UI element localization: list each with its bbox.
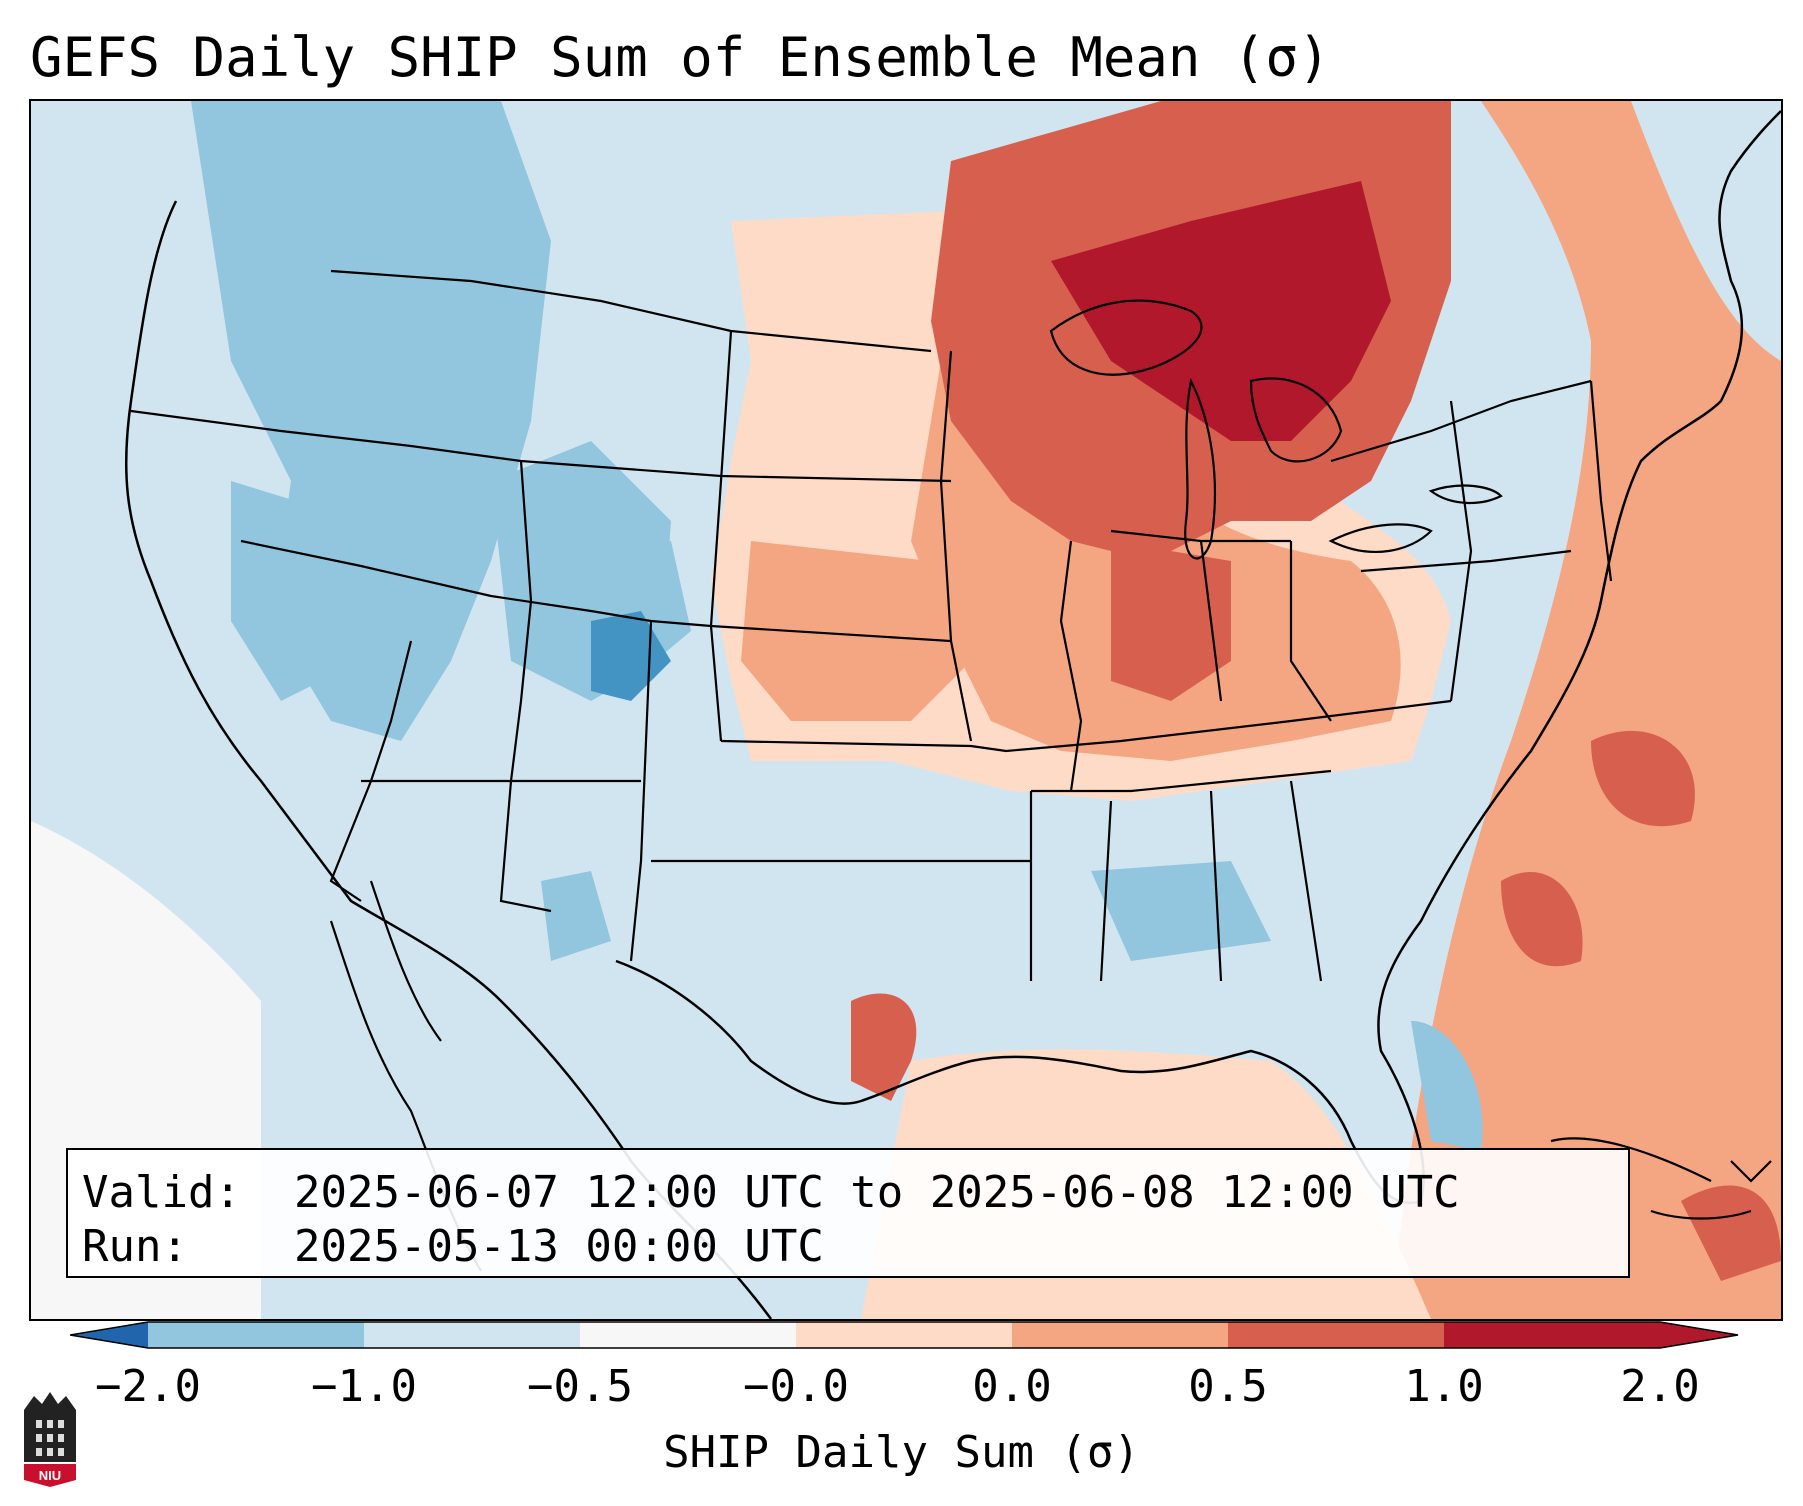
atlantic-warm-pocket-2 (1591, 730, 1695, 827)
run-row: Run: 2025-05-13 00:00 UTC (82, 1220, 1614, 1274)
colorbar-tick-label: −1.0 (311, 1361, 417, 1412)
deep-south-cool-patch (1091, 861, 1271, 961)
colorbar-bin (1012, 1322, 1228, 1348)
colorbar-bin (1444, 1322, 1660, 1348)
colorbar-outline (70, 1321, 1739, 1349)
central-plains-warm-anomaly (741, 541, 971, 721)
chart-title: GEFS Daily SHIP Sum of Ensemble Mean (σ) (30, 26, 1331, 89)
logo-text: NIU (39, 1468, 61, 1483)
colorbar-label: SHIP Daily Sum (σ) (663, 1427, 1140, 1478)
colorbar-tick-label: 2.0 (1620, 1361, 1700, 1412)
colorbar-tick-label: 0.5 (1188, 1361, 1268, 1412)
pacific-coastline (124, 200, 773, 1319)
anomaly-map (31, 101, 1781, 1319)
niu-logo: NIU (24, 1392, 76, 1487)
state-borders (130, 269, 1613, 982)
colorbar-tick-label: −2.0 (95, 1361, 201, 1412)
colorbar-bin (1228, 1322, 1444, 1348)
valid-label: Valid: (82, 1167, 241, 1218)
colorbar-tick-label: 0.0 (972, 1361, 1052, 1412)
colorbar-extend-low (70, 1322, 148, 1348)
valid-run-info-box: Valid: 2025-06-07 12:00 UTC to 2025-06-0… (66, 1148, 1630, 1278)
valid-row: Valid: 2025-06-07 12:00 UTC to 2025-06-0… (82, 1166, 1614, 1220)
great-lakes (1049, 299, 1503, 560)
atlantic-warm-pocket-3 (1681, 1185, 1781, 1281)
colorbar-tick-label: −0.0 (743, 1361, 849, 1412)
caribbean-islands (1550, 1137, 1772, 1220)
canada-maritimes-field (1631, 101, 1781, 361)
florida-cool-patch (1411, 1021, 1483, 1151)
colorbar-bin (580, 1322, 796, 1348)
atlantic-warm-field (1391, 101, 1781, 1319)
map-panel (29, 99, 1783, 1321)
atlantic-gulf-coastline (615, 110, 1781, 1205)
run-label: Run: (82, 1221, 188, 1272)
arizona-cool-patch (541, 871, 611, 961)
atlantic-warm-pocket-1 (1501, 872, 1583, 967)
colorbar (70, 1321, 1739, 1349)
colorbar-bin (796, 1322, 1012, 1348)
colorbar-tick-label: 1.0 (1404, 1361, 1484, 1412)
colorbar-tick-label: −0.5 (527, 1361, 633, 1412)
texas-coast-warm-pocket (851, 993, 917, 1101)
colorbar-bin (364, 1322, 580, 1348)
colorbar-bin (148, 1322, 364, 1348)
logo-shield (24, 1464, 76, 1487)
colorbar-extend-high (1660, 1322, 1738, 1348)
run-value: 2025-05-13 00:00 UTC (294, 1221, 824, 1272)
valid-value: 2025-06-07 12:00 UTC to 2025-06-08 12:00… (294, 1167, 1460, 1218)
great-lakes-hot-core (1051, 181, 1391, 441)
ohio-valley-warm-anomaly (1111, 541, 1231, 701)
nevada-cool-anomaly (231, 481, 361, 701)
